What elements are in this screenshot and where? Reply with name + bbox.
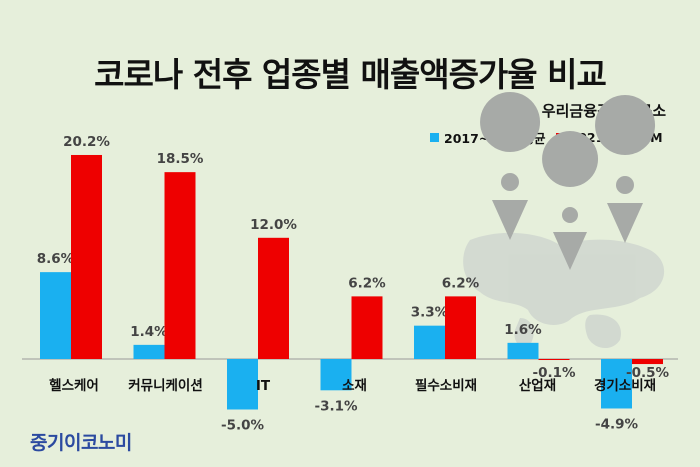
category-label-4: 필수소비재 (415, 377, 477, 394)
bar-series2-4 (445, 296, 476, 359)
chart-title: 코로나 전후 업종별 매출액증가율 비교 (94, 55, 607, 94)
virus-pin-icon (542, 131, 599, 270)
value-label-series2-5: -0.1% (532, 365, 576, 381)
pin-icon-group (480, 92, 656, 270)
virus-pin-icon (480, 92, 541, 240)
virus-pin-icon (595, 95, 656, 243)
value-label-series1-3: -3.1% (314, 398, 358, 414)
value-label-series2-1: 18.5% (157, 151, 204, 167)
value-label-series2-6: -0.5% (626, 365, 670, 381)
bar-series2-6 (632, 359, 663, 365)
bar-series2-3 (351, 296, 383, 359)
category-label-1: 커뮤니케이션 (128, 377, 203, 394)
category-label-6: 경기소비재 (594, 377, 656, 394)
bar-series1-0 (40, 272, 71, 359)
bar-series1-6 (601, 359, 632, 409)
publisher-logo: 중기이코노미 (30, 432, 132, 454)
value-label-series2-2: 12.0% (250, 217, 297, 233)
bar-series1-2 (227, 359, 258, 410)
value-label-series2-3: 6.2% (348, 275, 386, 291)
value-label-series2-0: 20.2% (63, 134, 110, 150)
value-label-series1-6: -4.9% (595, 416, 639, 432)
bar-series2-5 (538, 359, 570, 361)
bar-series1-5 (507, 342, 539, 359)
bar-series1-1 (133, 344, 165, 359)
category-label-2: IT (256, 378, 271, 394)
category-label-0: 헬스케어 (49, 377, 99, 394)
bar-series1-4 (414, 325, 445, 359)
category-label-3: 소재 (342, 378, 367, 394)
value-label-series2-4: 6.2% (442, 275, 480, 291)
value-label-series1-0: 8.6% (37, 251, 75, 267)
bar-series1-3 (320, 359, 352, 391)
legend-swatch-series1 (430, 133, 439, 142)
value-label-series1-1: 1.4% (130, 324, 168, 340)
value-label-series1-2: -5.0% (221, 418, 265, 434)
category-label-5: 산업재 (519, 377, 556, 394)
value-label-series1-4: 3.3% (411, 305, 449, 321)
value-label-series1-5: 1.6% (504, 322, 542, 338)
bar-series2-2 (258, 237, 289, 359)
bar-series2-0 (71, 154, 102, 359)
bar-series2-1 (164, 172, 196, 359)
world-map-decoration (463, 232, 665, 349)
